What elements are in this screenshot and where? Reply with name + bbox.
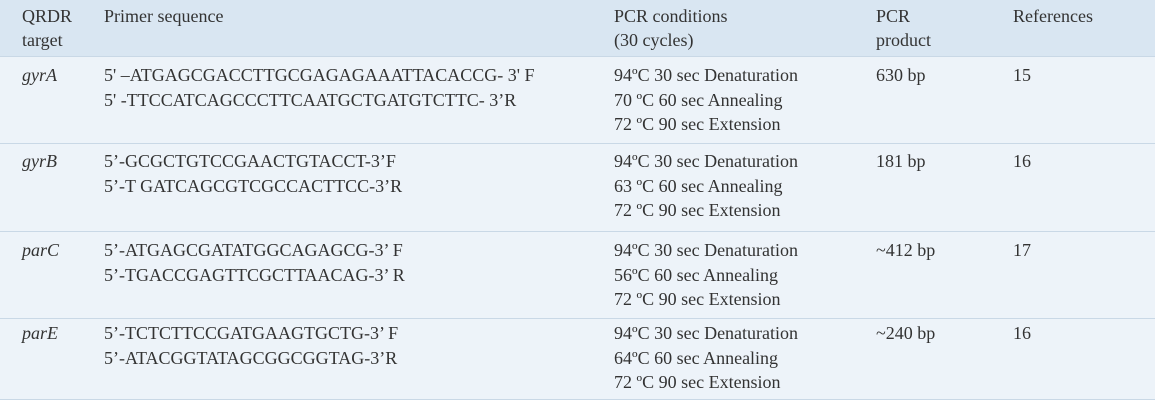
primer: 5’-T GATCAGCGTCGCCACTTCC-3’R xyxy=(104,175,403,196)
condition: 94ºC 30 sec Denaturation xyxy=(614,240,799,260)
separator xyxy=(0,56,1155,57)
target: gyrB xyxy=(22,151,57,171)
condition: 72 ºC 90 sec Extension xyxy=(614,114,781,134)
header-cell: QRDR xyxy=(22,6,73,26)
table: QRDR target Primer sequence PCR conditions (… xyxy=(0,0,1155,400)
header-cell: Primer sequence xyxy=(104,6,224,26)
condition: 94ºC 30 sec Denaturation xyxy=(614,65,799,85)
condition: 72 ºC 90 sec Extension xyxy=(614,200,781,220)
product: ~240 bp xyxy=(876,323,936,343)
header-cell: PCR xyxy=(876,6,911,26)
primer: 5’-ATACGGTATAGCGGCGGTAG-3’R xyxy=(104,347,398,368)
condition: 72 ºC 90 sec Extension xyxy=(614,289,781,309)
condition: 56ºC 60 sec Annealing xyxy=(614,264,779,285)
condition: 70 ºC 60 sec Annealing xyxy=(614,89,783,110)
condition: 63 ºC 60 sec Annealing xyxy=(614,175,783,196)
product: 181 bp xyxy=(876,151,926,171)
product: 630 bp xyxy=(876,65,926,85)
target: gyrA xyxy=(22,65,57,85)
separator xyxy=(0,399,1155,400)
primer: 5’-TCTCTTCCGATGAAGTGCTG-3’ F xyxy=(104,323,399,343)
reference: 16 xyxy=(1013,151,1031,171)
primer: 5' –ATGAGCGACCTTGCGAGAGAAATTACACCG- 3' F xyxy=(104,65,535,85)
reference: 15 xyxy=(1013,65,1031,85)
condition: 64ºC 60 sec Annealing xyxy=(614,347,779,368)
condition: 94ºC 30 sec Denaturation xyxy=(614,151,799,171)
product: ~412 bp xyxy=(876,240,936,260)
separator xyxy=(0,318,1155,319)
header-cell: (30 cycles) xyxy=(614,30,694,50)
condition: 94ºC 30 sec Denaturation xyxy=(614,323,799,343)
target: parC xyxy=(22,240,60,260)
header-cell: product xyxy=(876,30,931,50)
reference: 17 xyxy=(1013,240,1031,260)
header-cell: PCR conditions xyxy=(614,6,728,26)
condition: 72 ºC 90 sec Extension xyxy=(614,372,781,392)
primer: 5’-ATGAGCGATATGGCAGAGCG-3’ F xyxy=(104,240,403,260)
header-band xyxy=(0,0,1155,56)
reference: 16 xyxy=(1013,323,1031,343)
primer: 5’-GCGCTGTCCGAACTGTACCT-3’F xyxy=(104,151,396,171)
primer: 5’-TGACCGAGTTCGCTTAACAG-3’ R xyxy=(104,264,405,285)
target: parE xyxy=(22,323,58,343)
header-cell: target xyxy=(22,30,63,50)
separator xyxy=(0,143,1155,144)
separator xyxy=(0,231,1155,232)
header-cell: References xyxy=(1013,6,1093,26)
primer: 5' -TTCCATCAGCCCTTCAATGCTGATGTCTTC- 3’R xyxy=(104,89,517,110)
